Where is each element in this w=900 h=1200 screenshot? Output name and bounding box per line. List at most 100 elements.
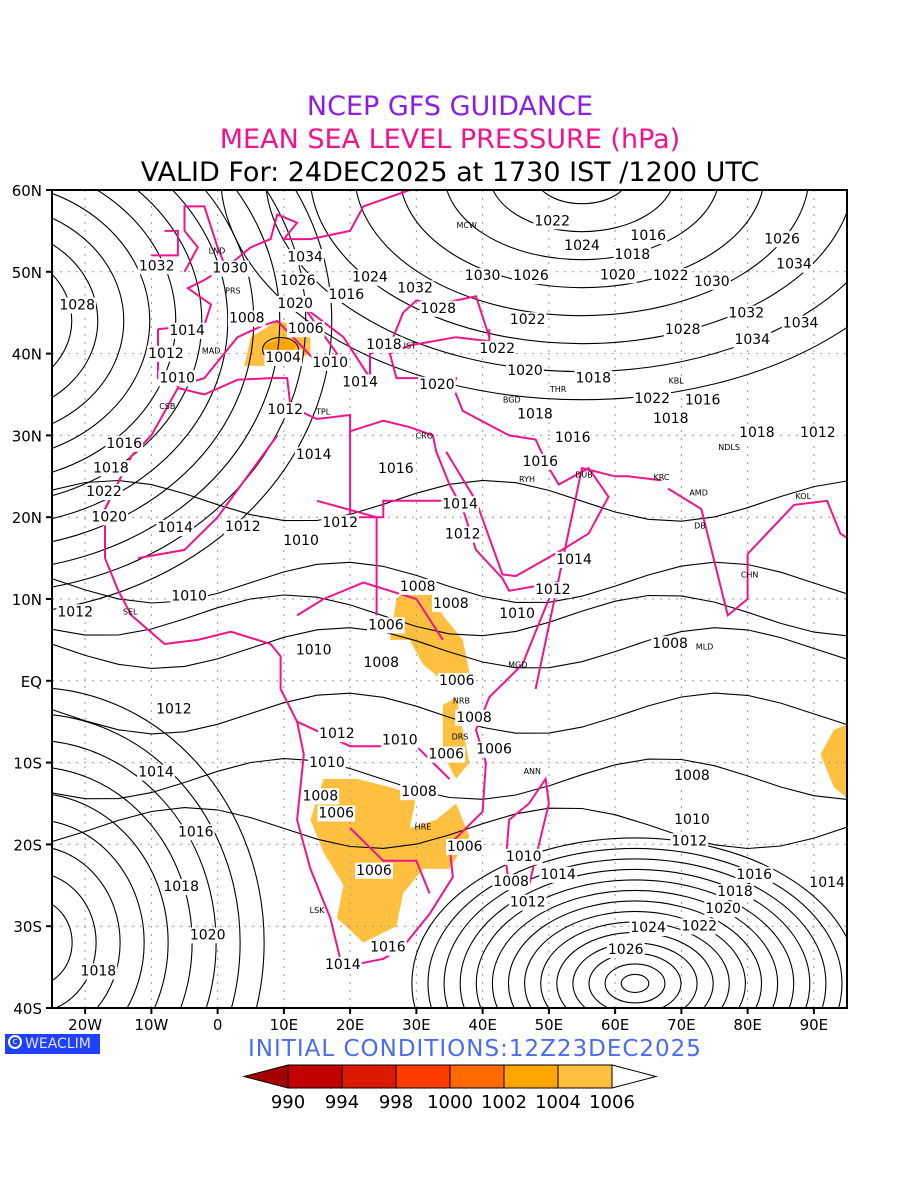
isobar-label-bg [727, 305, 766, 322]
isobar-high-south-indian [475, 879, 795, 1008]
isobar-label-bg [308, 754, 346, 771]
station-label: AMD [689, 489, 708, 498]
isobar-label: 1016 [178, 824, 214, 840]
isobar-high-atlantic [52, 190, 177, 473]
lat-label: 20N [12, 509, 42, 527]
isobar-label-group: 1018 [716, 884, 754, 901]
station-label: ANN [524, 767, 541, 776]
isobar-label-group: 1016 [105, 435, 144, 452]
station-label-group: AMD [689, 489, 708, 498]
isobar-label: 1018 [653, 411, 689, 427]
isobar-label: 1026 [764, 231, 800, 247]
isobar-label-bg [168, 322, 207, 339]
isobar-label-bg [492, 874, 530, 891]
isobar-label-bg [673, 812, 711, 829]
isobar-label-group: 1034 [781, 315, 820, 332]
isobar-label: 1008 [401, 784, 437, 800]
isobar-label-bg [693, 273, 731, 290]
isobar-high-south-indian [507, 900, 763, 1008]
isobar-label-group: 1010 [158, 370, 197, 387]
isobar-label: 1034 [734, 332, 770, 348]
isobar-label-bg [321, 515, 360, 532]
isobar-label-bg [651, 411, 690, 428]
isobar-label: 1012 [319, 726, 355, 742]
isobar-label-bg [211, 260, 250, 277]
station-label-group: TPL [315, 408, 331, 417]
isobar-label: 1022 [653, 268, 689, 284]
isobar-label: 1018 [366, 337, 402, 353]
station-label-group: ANN [524, 767, 541, 776]
station-label: MAD [202, 346, 221, 355]
station-label-group: MLD [696, 642, 714, 651]
isobar-label: 1020 [419, 377, 455, 393]
isobar-label-bg [704, 901, 742, 918]
lat-label: 30S [13, 918, 42, 936]
station-label-group: HRE [415, 822, 432, 831]
isobar-label-group: 1012 [266, 402, 305, 419]
isobar-label-group: 1014 [324, 956, 362, 973]
isobar-high-siberia [400, 190, 764, 289]
coastline [151, 229, 179, 257]
isobar-label-group: 1012 [321, 515, 360, 532]
isobar-label-group: 1014 [539, 866, 578, 883]
coastline [388, 329, 610, 578]
isobar-label-group: 1018 [516, 406, 554, 423]
isobar-label: 1028 [59, 298, 95, 314]
isobar-high-south-indian [588, 952, 682, 1008]
isobar-label-group: 1010 [282, 533, 320, 550]
isobar-label-group: 1024 [351, 269, 389, 286]
isobar-label-group: 1008 [432, 596, 470, 613]
isobar-label-group: 1008 [301, 788, 340, 805]
isobar-label-bg [521, 453, 560, 470]
isobar-high-atlantic [52, 190, 203, 497]
station-label-group: NRB [453, 696, 470, 705]
coastline [104, 377, 558, 967]
isobar-label: 1016 [630, 228, 666, 244]
isobar-label-group: 1020 [276, 295, 314, 312]
isobar-label: 1030 [465, 268, 501, 284]
isobar-label-bg [735, 866, 774, 883]
isobar-label: 1016 [378, 461, 414, 477]
axis-labels: 60N 50N 40N 30N 20N 10N EQ 10S 20S 30S 40S 20W 10W 0 1… [12, 182, 828, 1034]
isobar [52, 758, 847, 800]
isobar-label-bg [278, 272, 317, 289]
station-label-group: DUB [575, 471, 593, 480]
isobar-label-group: 1012 [223, 519, 262, 536]
isobar-label: 1006 [439, 673, 475, 689]
isobar-label-bg [398, 578, 437, 595]
isobar-label-group: 1016 [553, 430, 592, 447]
isobar-label-group: 1020 [90, 509, 129, 526]
isobar-label-group: 1024 [629, 920, 668, 937]
isobar-label-group: 1006 [367, 617, 405, 634]
isobar-label-bg [377, 461, 415, 478]
isobar-label-group: 1010 [308, 754, 346, 771]
isobar-label-group: 1008 [227, 310, 266, 327]
weaclim-logo[interactable]: c WEACLIM [5, 1034, 100, 1054]
isobar-label-group: 1022 [478, 340, 517, 357]
isobar-label-group: 1016 [377, 461, 415, 478]
isobar-label-bg [613, 246, 652, 263]
isobar-label-group: 1012 [56, 604, 95, 621]
isobar-high-siberia [310, 190, 847, 345]
isobar-label: 1022 [86, 484, 122, 500]
isobar-label-bg [508, 894, 547, 911]
colorbar-label: 998 [379, 1092, 413, 1113]
isobar-label: 1032 [397, 280, 433, 296]
isobar-high-south-atlantic [52, 903, 73, 982]
isobar-label-group: 1012 [508, 894, 547, 911]
title-variable: MEAN SEA LEVEL PRESSURE (hPa) [219, 124, 681, 155]
isobar-label: 1014 [342, 374, 378, 390]
isobar-label-bg [176, 824, 215, 841]
isobar-label: 1008 [400, 579, 436, 595]
isobar-label: 1008 [433, 596, 469, 612]
isobar-label: 1014 [157, 520, 193, 536]
isobar-high-siberia [540, 190, 624, 205]
isobar-label-group: 1018 [651, 411, 690, 428]
isobar-label-bg [158, 370, 197, 387]
colorbar-label: 990 [271, 1092, 305, 1113]
isobar-label-group: 1014 [555, 551, 593, 568]
colorbar-box [557, 1064, 613, 1089]
isobar-label-group: 1024 [563, 237, 601, 254]
isobar-label-bg [223, 519, 262, 536]
